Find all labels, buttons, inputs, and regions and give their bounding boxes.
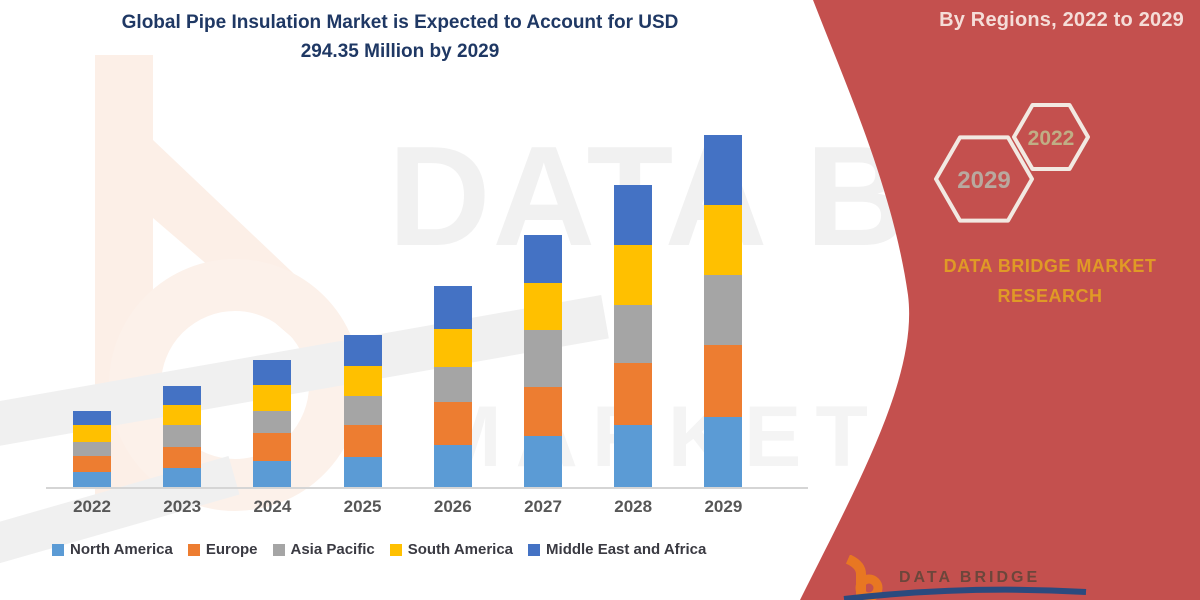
bar-segment-asia-pacific-2028 xyxy=(614,304,653,363)
x-axis-label-2028: 2028 xyxy=(614,497,653,516)
legend-item-asia-pacific: Asia Pacific xyxy=(272,541,375,558)
hexagon-2022 xyxy=(1012,103,1090,171)
bar-segment-asia-pacific-2026 xyxy=(433,366,472,403)
x-axis-label-2027: 2027 xyxy=(524,497,562,516)
legend-item-europe: Europe xyxy=(187,541,258,558)
side-panel-shape xyxy=(800,0,1200,600)
bar-segment-europe-2022 xyxy=(73,455,111,473)
bar-segment-north-america-2026 xyxy=(433,445,472,487)
bar-segment-middle-east-and-africa-2024 xyxy=(253,360,292,386)
bar-segment-middle-east-and-africa-2026 xyxy=(433,285,472,329)
legend: North America Europe Asia Pacific South Ame… xyxy=(52,541,706,558)
legend-swatch-north-america xyxy=(52,543,64,556)
x-axis-label-2022: 2022 xyxy=(73,497,111,516)
bar-segment-south-america-2024 xyxy=(253,385,292,412)
x-axis-label-2023: 2023 xyxy=(163,497,202,516)
x-axis-label-2024: 2024 xyxy=(253,497,292,516)
legend-swatch-middle-east-and-africa xyxy=(528,543,541,556)
legend-item-north-america: North America xyxy=(52,541,173,558)
legend-label-asia-pacific: Asia Pacific xyxy=(290,541,375,558)
stacked-bar-2028 xyxy=(614,185,653,487)
stacked-bar-2026 xyxy=(433,285,472,487)
bar-segment-middle-east-and-africa-2029 xyxy=(704,135,743,205)
bar-segment-europe-2026 xyxy=(433,402,472,446)
bar-segment-north-america-2028 xyxy=(614,424,653,487)
bar-segment-south-america-2028 xyxy=(614,244,653,305)
legend-item-middle-east-and-africa: Middle East and Africa xyxy=(528,541,706,558)
bar-segment-north-america-2025 xyxy=(343,456,382,487)
bar-segment-south-america-2027 xyxy=(524,283,562,331)
stacked-bar-2029 xyxy=(704,135,743,487)
chart-title-line2: 294.35 Million by 2029 xyxy=(300,41,500,63)
bar-segment-europe-2025 xyxy=(343,425,382,457)
bar-segment-europe-2029 xyxy=(704,344,743,418)
bar-segment-asia-pacific-2027 xyxy=(524,330,562,388)
chart-title-line1: Global Pipe Insulation Market is Expecte… xyxy=(121,12,679,33)
brand-line1: DATA BRIDGE MARKET xyxy=(943,256,1157,276)
bar-segment-europe-2027 xyxy=(524,387,562,436)
bar-segment-south-america-2026 xyxy=(433,328,472,367)
bar-segment-middle-east-and-africa-2022 xyxy=(73,411,111,426)
footer-b-stem xyxy=(845,555,866,595)
legend-label-middle-east-and-africa: Middle East and Africa xyxy=(546,541,707,558)
stacked-bar-2022 xyxy=(73,411,111,487)
x-axis-label-2026: 2026 xyxy=(433,497,472,516)
stacked-bar-2024 xyxy=(253,360,292,487)
stacked-bar-2027 xyxy=(524,235,562,487)
x-axis-label-2029: 2029 xyxy=(704,497,743,516)
x-axis-line xyxy=(46,487,808,489)
bar-segment-south-america-2022 xyxy=(73,425,111,443)
footer-swoosh-path xyxy=(843,586,1087,600)
legend-swatch-europe xyxy=(187,543,200,556)
bar-segment-middle-east-and-africa-2027 xyxy=(524,235,562,284)
brand-text: DATA BRIDGE MARKET RESEARCH xyxy=(900,252,1200,311)
bar-segment-middle-east-and-africa-2025 xyxy=(343,334,382,367)
bar-segment-asia-pacific-2024 xyxy=(253,411,292,434)
legend-label-north-america: North America xyxy=(70,541,173,558)
bar-segment-asia-pacific-2029 xyxy=(704,274,743,345)
legend-label-europe: Europe xyxy=(205,541,258,558)
hexagon-2022-label: 2022 xyxy=(1028,127,1075,150)
brand-line2: RESEARCH xyxy=(997,285,1103,306)
bar-segment-asia-pacific-2025 xyxy=(343,395,382,426)
chart-title: Global Pipe Insulation Market is Expecte… xyxy=(75,8,725,67)
hexagon-badges: 2029 2022 xyxy=(934,103,1090,223)
bar-segment-north-america-2029 xyxy=(704,417,743,487)
stacked-bar-2023 xyxy=(163,386,202,487)
bar-segment-middle-east-and-africa-2023 xyxy=(163,386,202,406)
bar-segment-north-america-2024 xyxy=(253,461,292,487)
bar-segment-europe-2024 xyxy=(253,433,292,462)
bar-segment-north-america-2027 xyxy=(524,435,562,487)
x-axis-label-2025: 2025 xyxy=(343,497,382,516)
footer-logo-text: DATA BRIDGE xyxy=(899,569,1041,586)
bar-segment-north-america-2022 xyxy=(73,472,111,487)
legend-swatch-asia-pacific xyxy=(272,543,285,556)
hexagon-2029 xyxy=(934,135,1034,223)
legend-swatch-south-america xyxy=(389,543,402,556)
stacked-bar-2025 xyxy=(343,334,382,487)
footer-logo-swoosh-icon xyxy=(843,586,1087,600)
bar-segment-europe-2028 xyxy=(614,362,653,425)
side-panel-heading: By Regions, 2022 to 2029 xyxy=(939,9,1184,31)
bar-segment-asia-pacific-2023 xyxy=(163,424,202,447)
legend-label-south-america: South America xyxy=(407,541,514,558)
bar-segment-south-america-2029 xyxy=(704,204,743,275)
legend-item-south-america: South America xyxy=(389,541,514,558)
bar-segment-asia-pacific-2022 xyxy=(73,442,111,456)
hexagon-2029-label: 2029 xyxy=(957,167,1010,194)
bar-segment-north-america-2023 xyxy=(163,467,202,487)
bar-segment-middle-east-and-africa-2028 xyxy=(614,185,653,245)
bar-segment-south-america-2025 xyxy=(343,366,382,396)
bar-segment-south-america-2023 xyxy=(163,405,202,425)
bar-segment-europe-2023 xyxy=(163,446,202,468)
